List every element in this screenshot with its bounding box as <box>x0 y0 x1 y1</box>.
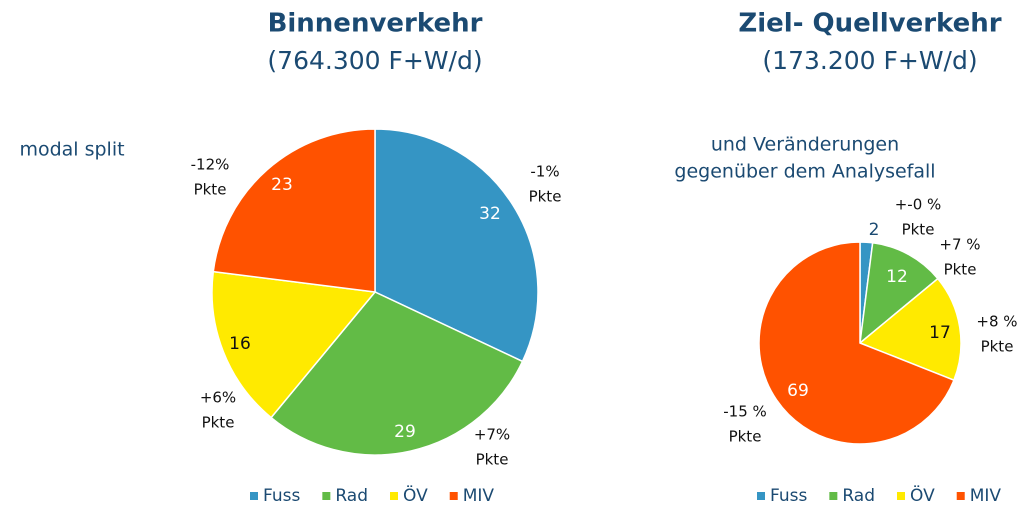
value-label: 17 <box>929 323 951 343</box>
legend-label: Rad <box>842 486 875 506</box>
annotation: modal split <box>19 139 124 161</box>
legend-swatch <box>757 492 765 500</box>
annotation: und Veränderungen <box>711 134 899 156</box>
legend-label: ÖV <box>910 484 935 506</box>
change-label: Pkte <box>981 338 1014 356</box>
pie-slice <box>859 241 939 345</box>
legend-swatch <box>322 492 331 500</box>
chart-subtitle: (173.200 F+W/d) <box>762 46 977 75</box>
legend-label: MIV <box>463 486 495 506</box>
change-label: -12% <box>191 156 230 174</box>
chart-title: Binnenverkehr <box>268 9 483 39</box>
change-label: +8 % <box>976 313 1017 331</box>
pie-slice <box>212 128 376 293</box>
change-label: Pkte <box>529 188 562 206</box>
value-label: 12 <box>886 267 908 287</box>
change-label: +7 % <box>939 236 980 254</box>
legend-swatch <box>897 492 905 500</box>
change-label: Pkte <box>476 451 509 469</box>
change-label: Pkte <box>194 181 227 199</box>
pie-slice <box>270 291 524 456</box>
value-label: 23 <box>271 175 293 195</box>
value-label: 2 <box>869 220 880 240</box>
change-label: Pkte <box>944 261 977 279</box>
legend-label: ÖV <box>403 484 428 506</box>
change-label: +-0 % <box>895 196 942 214</box>
legend-swatch <box>390 492 398 500</box>
chart-subtitle: (764.300 F+W/d) <box>267 46 482 75</box>
pie-slice <box>758 241 955 445</box>
change-label: +7% <box>474 426 510 444</box>
value-label: 32 <box>479 204 501 224</box>
pie-slice <box>211 270 377 419</box>
chart-title: Ziel- Quellverkehr <box>738 9 1001 39</box>
change-label: Pkte <box>202 414 235 432</box>
legend-label: Fuss <box>770 486 807 506</box>
change-label: Pkte <box>902 221 935 239</box>
legend-swatch <box>250 492 258 500</box>
pie-slice <box>374 128 539 363</box>
change-label: -15 % <box>723 403 767 421</box>
legend-label: Rad <box>335 486 368 506</box>
change-label: Pkte <box>729 428 762 446</box>
legend-swatch <box>956 492 965 500</box>
value-label: 69 <box>787 381 809 401</box>
legend-label: Fuss <box>263 486 300 506</box>
change-label: +6% <box>200 389 236 407</box>
annotation: gegenüber dem Analysefall <box>674 161 935 183</box>
legend-swatch <box>449 492 458 500</box>
pie-slice <box>858 277 962 382</box>
change-label: -1% <box>530 163 559 181</box>
value-label: 29 <box>394 422 416 442</box>
legend-swatch <box>829 492 838 500</box>
legend-label: MIV <box>970 486 1002 506</box>
value-label: 16 <box>229 334 251 354</box>
